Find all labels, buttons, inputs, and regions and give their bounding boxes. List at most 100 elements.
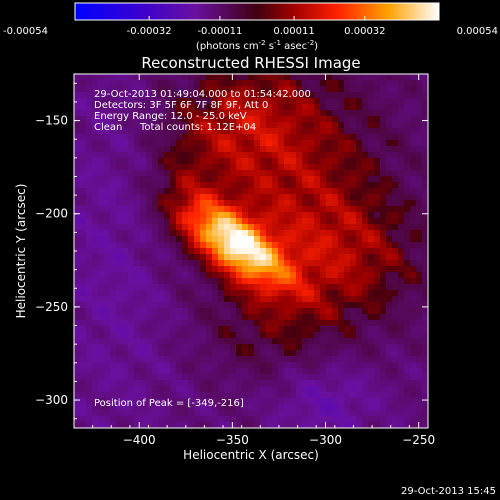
heatmap-cell bbox=[326, 176, 333, 183]
heatmap-cell bbox=[380, 224, 387, 231]
heatmap-cell bbox=[284, 356, 291, 363]
heatmap-cell bbox=[182, 98, 189, 105]
heatmap-cell bbox=[380, 98, 387, 105]
heatmap-cell bbox=[116, 368, 123, 375]
heatmap-cell bbox=[110, 110, 117, 117]
heatmap-cell bbox=[302, 146, 309, 153]
heatmap-cell bbox=[344, 116, 351, 123]
heatmap-cell bbox=[254, 200, 261, 207]
heatmap-cell bbox=[98, 170, 105, 177]
heatmap-cell bbox=[254, 176, 261, 183]
heatmap-cell bbox=[344, 368, 351, 375]
heatmap-cell bbox=[116, 332, 123, 339]
heatmap-cell bbox=[320, 122, 327, 129]
heatmap-cell bbox=[344, 98, 351, 105]
heatmap-cell bbox=[158, 422, 165, 428]
heatmap-cell bbox=[200, 104, 207, 111]
heatmap-cell bbox=[356, 206, 363, 213]
heatmap-cell bbox=[314, 188, 321, 195]
heatmap-cell bbox=[368, 338, 375, 345]
heatmap-cell bbox=[386, 332, 393, 339]
heatmap-cell bbox=[182, 302, 189, 309]
heatmap-cell bbox=[356, 134, 363, 141]
heatmap-cell bbox=[374, 278, 381, 285]
heatmap-cell bbox=[194, 92, 201, 99]
heatmap-cell bbox=[356, 164, 363, 171]
heatmap-cell bbox=[152, 398, 159, 405]
heatmap-cell bbox=[176, 170, 183, 177]
heatmap-cell bbox=[188, 254, 195, 261]
heatmap-cell bbox=[254, 350, 261, 357]
heatmap-cell bbox=[380, 284, 387, 291]
heatmap-cell bbox=[260, 368, 267, 375]
heatmap-cell bbox=[320, 278, 327, 285]
heatmap-cell bbox=[86, 302, 93, 309]
heatmap-cell bbox=[230, 380, 237, 387]
heatmap-cell bbox=[158, 116, 165, 123]
heatmap-cell bbox=[356, 248, 363, 255]
heatmap-cell bbox=[74, 224, 81, 231]
heatmap-cell bbox=[74, 308, 81, 315]
heatmap-cell bbox=[116, 122, 123, 129]
heatmap-cell bbox=[182, 212, 189, 219]
heatmap-cell bbox=[116, 104, 123, 111]
heatmap-cell bbox=[80, 278, 87, 285]
heatmap-cell bbox=[266, 206, 273, 213]
heatmap-cell bbox=[350, 110, 357, 117]
heatmap-cell bbox=[218, 176, 225, 183]
heatmap-cell bbox=[158, 266, 165, 273]
heatmap-cell bbox=[350, 212, 357, 219]
heatmap-cell bbox=[152, 182, 159, 189]
heatmap-cell bbox=[224, 230, 231, 237]
heatmap-cell bbox=[404, 212, 411, 219]
heatmap-cell bbox=[416, 332, 423, 339]
heatmap-cell bbox=[212, 416, 219, 423]
heatmap-cell bbox=[398, 374, 405, 381]
heatmap-cell bbox=[362, 92, 369, 99]
heatmap-cell bbox=[422, 410, 428, 417]
heatmap-cell bbox=[152, 104, 159, 111]
heatmap-cell bbox=[152, 92, 159, 99]
heatmap-cell bbox=[194, 146, 201, 153]
heatmap-cell bbox=[146, 206, 153, 213]
heatmap-cell bbox=[80, 272, 87, 279]
heatmap-cell bbox=[104, 278, 111, 285]
heatmap-cell bbox=[170, 248, 177, 255]
heatmap-cell bbox=[362, 320, 369, 327]
heatmap-cell bbox=[146, 284, 153, 291]
heatmap-cell bbox=[320, 338, 327, 345]
heatmap-cell bbox=[140, 104, 147, 111]
heatmap-cell bbox=[392, 308, 399, 315]
heatmap-cell bbox=[260, 338, 267, 345]
heatmap-cell bbox=[80, 416, 87, 423]
heatmap-cell bbox=[146, 170, 153, 177]
heatmap-cell bbox=[218, 296, 225, 303]
heatmap-cell bbox=[278, 410, 285, 417]
heatmap-cell bbox=[98, 116, 105, 123]
heatmap-cell bbox=[128, 194, 135, 201]
heatmap-cell bbox=[272, 80, 279, 87]
heatmap-cell bbox=[380, 314, 387, 321]
heatmap-cell bbox=[146, 404, 153, 411]
heatmap-cell bbox=[74, 152, 81, 159]
heatmap-cell bbox=[284, 254, 291, 261]
heatmap-cell bbox=[74, 194, 81, 201]
heatmap-cell bbox=[104, 110, 111, 117]
heatmap-cell bbox=[236, 200, 243, 207]
heatmap-cell bbox=[296, 200, 303, 207]
heatmap-cell bbox=[152, 266, 159, 273]
heatmap-cell bbox=[104, 416, 111, 423]
heatmap-cell bbox=[122, 200, 129, 207]
heatmap-cell bbox=[332, 170, 339, 177]
heatmap-cell bbox=[140, 290, 147, 297]
heatmap-cell bbox=[314, 182, 321, 189]
heatmap-cell bbox=[176, 122, 183, 129]
heatmap-cell bbox=[104, 302, 111, 309]
heatmap-cell bbox=[308, 170, 315, 177]
heatmap-cell bbox=[98, 224, 105, 231]
heatmap-cell bbox=[116, 260, 123, 267]
heatmap-cell bbox=[206, 374, 213, 381]
heatmap-cell bbox=[398, 356, 405, 363]
heatmap-cell bbox=[290, 236, 297, 243]
heatmap-cell bbox=[314, 236, 321, 243]
